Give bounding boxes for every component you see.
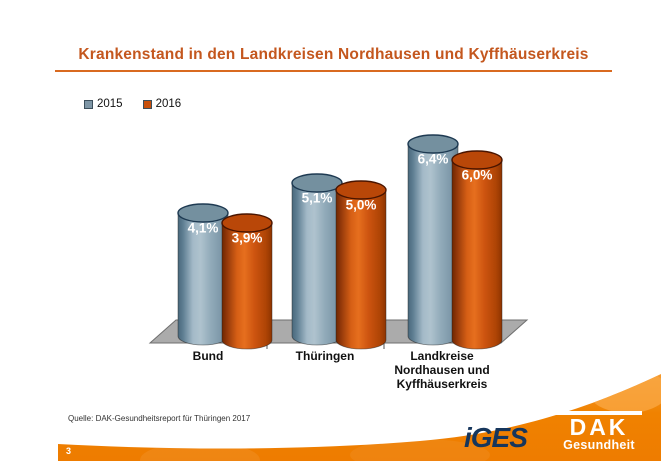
cylinder-top-Bund-2016: [221, 213, 273, 233]
dak-logo-subtitle: Gesundheit: [563, 438, 635, 452]
dak-logo: DAK Gesundheit: [556, 411, 642, 452]
swoosh-shape: [58, 374, 661, 461]
category-label-1: Thüringen: [296, 349, 355, 363]
cylinder-Landkreise Nordhausen und Kyffhäuserkreis-2015: [407, 143, 459, 346]
cylinder-top-Landkreise Nordhausen und Kyffhäuserkreis-2015: [407, 134, 459, 154]
chart-legend: 2015 2016: [84, 98, 181, 110]
value-label-Landkreise Nordhausen und Kyffhäuserkreis-2015: 6,4%: [418, 152, 449, 167]
value-label-Landkreise Nordhausen und Kyffhäuserkreis-2016: 6,0%: [462, 168, 493, 183]
legend-swatch-2015: [84, 99, 93, 109]
cylinder-top-Landkreise Nordhausen und Kyffhäuserkreis-2016: [451, 150, 503, 170]
dak-logo-word: DAK: [569, 414, 629, 440]
value-label-Bund-2015: 4,1%: [188, 221, 219, 236]
dak-logo-bar: [556, 411, 642, 415]
category-label-0: Bund: [193, 349, 224, 363]
legend-item-2015: 2015: [84, 98, 123, 110]
cylinder-top-Thüringen-2015: [291, 173, 343, 193]
value-label-Bund-2016: 3,9%: [232, 231, 263, 246]
page-number: 3: [66, 446, 72, 456]
value-label-Thüringen-2016: 5,0%: [346, 198, 377, 213]
value-label-Thüringen-2015: 5,1%: [302, 191, 333, 206]
legend-swatch-2016: [142, 99, 152, 109]
page-title: Krankenstand in den Landkreisen Nordhaus…: [55, 46, 612, 72]
cylinder-Landkreise Nordhausen und Kyffhäuserkreis-2016: [451, 159, 503, 350]
cylinder-top-Thüringen-2016: [335, 180, 387, 200]
iges-logo: iGES: [464, 422, 528, 453]
legend-label-2016: 2016: [155, 98, 182, 110]
legend-item-2016: 2016: [142, 98, 182, 110]
cylinder-Thüringen-2016: [335, 189, 387, 350]
category-label-2: Landkreise Nordhausen und Kyffhäuserkreis: [394, 349, 489, 391]
source-note: Quelle: DAK-Gesundheitsreport für Thürin…: [68, 414, 251, 423]
cylinder-top-Bund-2015: [177, 203, 229, 223]
legend-label-2015: 2015: [97, 98, 123, 110]
cylinder-Thüringen-2015: [291, 182, 343, 346]
